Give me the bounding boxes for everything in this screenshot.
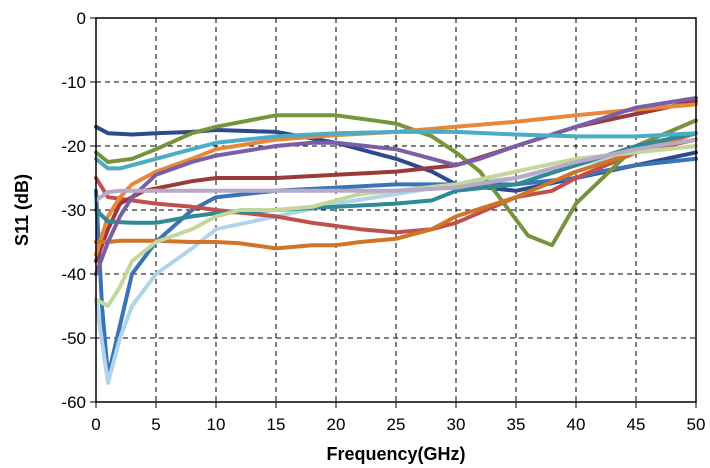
x-tick-label: 35	[507, 415, 526, 434]
series-line-8	[94, 131, 698, 251]
y-axis-title: S11 (dB)	[12, 174, 32, 246]
x-tick-label: 30	[447, 415, 466, 434]
series-line-7	[94, 102, 698, 257]
series-line-4	[94, 137, 698, 235]
y-tick-label: -50	[61, 329, 86, 348]
x-tick-labels: 0 5 10 15 20 25 30 35 40 45 50	[91, 415, 705, 434]
y-tick-label: -60	[61, 393, 86, 412]
series-line-9	[94, 131, 698, 225]
x-tick-label: 0	[91, 415, 100, 434]
y-tick-label: 0	[77, 9, 86, 28]
x-axis-title: Frequency(GHz)	[326, 444, 465, 464]
grid	[96, 18, 696, 402]
series-lines	[94, 96, 698, 385]
series-line-12	[94, 144, 698, 308]
x-tick-label: 20	[327, 415, 346, 434]
y-tick-label: -40	[61, 265, 86, 284]
x-tick-label: 10	[207, 415, 226, 434]
y-tick-label: -10	[61, 73, 86, 92]
x-tick-label: 45	[627, 415, 646, 434]
plot-frame	[90, 17, 697, 408]
x-tick-label: 40	[567, 415, 586, 434]
x-tick-label: 50	[687, 415, 706, 434]
series-line-13	[94, 137, 698, 203]
y-tick-labels: 0 -10 -20 -30 -40 -50 -60	[61, 9, 86, 412]
x-tick-label: 15	[267, 415, 286, 434]
series-line-11	[94, 129, 698, 171]
series-line-10	[94, 96, 698, 276]
x-tick-label: 25	[387, 415, 406, 434]
y-tick-label: -20	[61, 137, 86, 156]
x-tick-label: 5	[151, 415, 160, 434]
y-tick-label: -30	[61, 201, 86, 220]
